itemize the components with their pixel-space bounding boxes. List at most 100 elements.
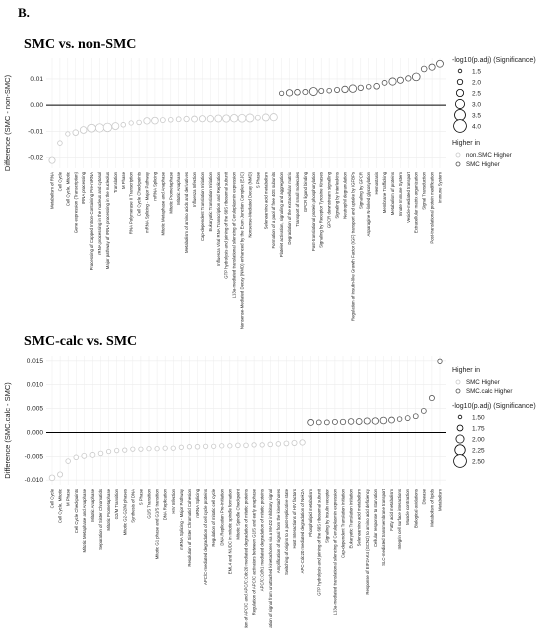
x-tick-label: G2/M Transition xyxy=(114,488,119,519)
data-point xyxy=(198,115,206,123)
x-tick-label: S Phase xyxy=(138,488,143,505)
data-point xyxy=(128,120,134,126)
size-legend-label: 3.5 xyxy=(472,112,481,119)
size-legend-label: 2.00 xyxy=(472,436,485,443)
size-legend-key xyxy=(457,414,463,420)
data-point xyxy=(315,419,322,426)
data-point xyxy=(170,445,176,451)
size-legend-key xyxy=(454,444,466,456)
x-tick-label: Neutrophil degranulation xyxy=(342,171,347,218)
x-tick-label: Processing of Capped Intron-Containing P… xyxy=(89,172,94,271)
data-point xyxy=(334,86,341,93)
data-point xyxy=(94,123,105,133)
x-tick-label: Mitotic Metaphase and Anaphase xyxy=(82,488,87,552)
data-point xyxy=(214,114,223,123)
data-point xyxy=(371,417,379,425)
x-tick-label: G1/S Transition xyxy=(147,488,152,518)
x-tick-label: Major pathway of rRNA processing in the … xyxy=(105,172,110,269)
data-point xyxy=(57,471,64,478)
size-legend-title: -log10(p.adj) (Significance) xyxy=(452,57,536,64)
data-point xyxy=(81,452,88,459)
x-tick-label: Mitotic Anaphase xyxy=(176,171,181,204)
x-tick-label: Membrane Trafficking xyxy=(382,171,387,213)
size-legend-key xyxy=(455,99,465,109)
data-point xyxy=(323,419,330,426)
data-point xyxy=(122,447,128,453)
data-point xyxy=(57,140,63,146)
data-point xyxy=(420,408,427,414)
data-point xyxy=(269,113,278,122)
data-point xyxy=(159,117,166,123)
x-tick-label: Integrin cell surface interactions xyxy=(397,489,402,549)
x-tick-label: Cellular response to starvation xyxy=(373,488,378,547)
size-legend-key xyxy=(453,454,467,468)
y-tick-label: -0.02 xyxy=(28,155,43,162)
data-point xyxy=(102,122,113,133)
data-point xyxy=(175,116,182,123)
size-legend-key xyxy=(454,109,466,121)
panel-label: B. xyxy=(18,5,30,20)
data-point xyxy=(154,446,160,452)
data-point xyxy=(405,75,412,82)
x-tick-label: Regulation of Insulin-like Growth Factor… xyxy=(350,172,355,321)
x-tick-label: L13a-mediated translational silencing of… xyxy=(232,171,237,298)
x-tick-label: rRNA processing xyxy=(81,171,86,204)
x-tick-label: Cell Cycle xyxy=(57,171,62,191)
x-tick-label: rRNA processing in the nucleus and cytos… xyxy=(97,172,102,255)
data-point xyxy=(227,443,233,449)
data-point xyxy=(136,119,142,126)
size-legend-label: 1.5 xyxy=(472,68,481,75)
x-tick-label: Mitotic Prometaphase xyxy=(168,171,173,213)
data-point xyxy=(275,441,282,447)
data-point xyxy=(191,115,198,123)
data-point xyxy=(355,418,363,425)
data-point xyxy=(130,446,136,452)
x-tick-label: Disease xyxy=(421,488,426,504)
x-tick-label: Mitotic Metaphase and Anaphase xyxy=(160,171,165,235)
data-point xyxy=(291,439,298,446)
size-legend-key xyxy=(455,434,465,444)
chart-panel-2: SMC-calc vs. SMC -0.010 -0.005 0.000 0.005 0.… xyxy=(3,334,536,628)
x-tick-label: M Phase xyxy=(121,171,126,189)
x-tick-label: Phospholipid metabolism xyxy=(308,489,313,537)
data-point xyxy=(318,88,325,94)
x-tick-label: Hemostasis xyxy=(374,172,379,194)
data-point xyxy=(420,65,428,73)
data-point xyxy=(151,116,159,125)
x-tick-label: HIV Infection xyxy=(171,488,176,513)
y-tick-label: 0.00 xyxy=(30,102,43,109)
x-tick-label: Metabolism of proteins xyxy=(390,172,395,215)
x-tick-label: Selenoamino acid metabolism xyxy=(263,172,268,230)
x-tick-label: Switching of origins to a post-replicati… xyxy=(284,488,289,575)
size-legend-label: 1.75 xyxy=(472,425,485,432)
x-tick-label: GPCR downstream signalling xyxy=(327,171,332,228)
x-tick-label: APC-Cdc20 mediated degradation of Nek2A xyxy=(300,489,305,573)
x-tick-label: Activation of APC/C and APC/C:Cdc20 medi… xyxy=(244,489,249,628)
x-tick-label: Asparagine N-linked glycosylation xyxy=(366,171,371,236)
data-point xyxy=(235,442,241,449)
x-tick-label: Vesicle-mediated transport xyxy=(406,171,411,223)
x-tick-label: Signal Transduction xyxy=(422,171,427,209)
x-tick-label: DNA Replication xyxy=(163,488,168,520)
x-tick-label: Host Interactions of HIV factors xyxy=(292,489,297,548)
color-legend-label: SMC.calc Higher xyxy=(466,388,512,395)
x-tick-label: Cap-dependent Translation Initiation xyxy=(341,488,346,558)
data-point xyxy=(259,442,265,448)
y-tick-label: -0.010 xyxy=(25,477,44,484)
y-tick-label: 0.005 xyxy=(27,406,44,413)
x-tick-label: RNA Polymerase II Transcription xyxy=(129,171,134,234)
data-point xyxy=(428,395,435,402)
x-tick-label: Cell Cycle xyxy=(50,488,55,508)
data-point xyxy=(363,417,371,425)
data-point xyxy=(97,450,104,457)
data-point xyxy=(114,447,120,454)
data-point xyxy=(87,123,96,133)
data-point xyxy=(111,122,120,130)
x-tick-label: Nonsense-Mediated Decay (NMD) enhanced b… xyxy=(240,171,245,329)
data-point xyxy=(243,442,249,449)
x-tick-label: Muscle contraction xyxy=(405,488,410,524)
x-tick-label: Signaling by Interleukins xyxy=(335,172,340,219)
x-tick-label: Translation xyxy=(113,171,118,193)
x-tick-label: Transport of small molecules xyxy=(295,172,300,227)
data-point xyxy=(307,419,315,426)
